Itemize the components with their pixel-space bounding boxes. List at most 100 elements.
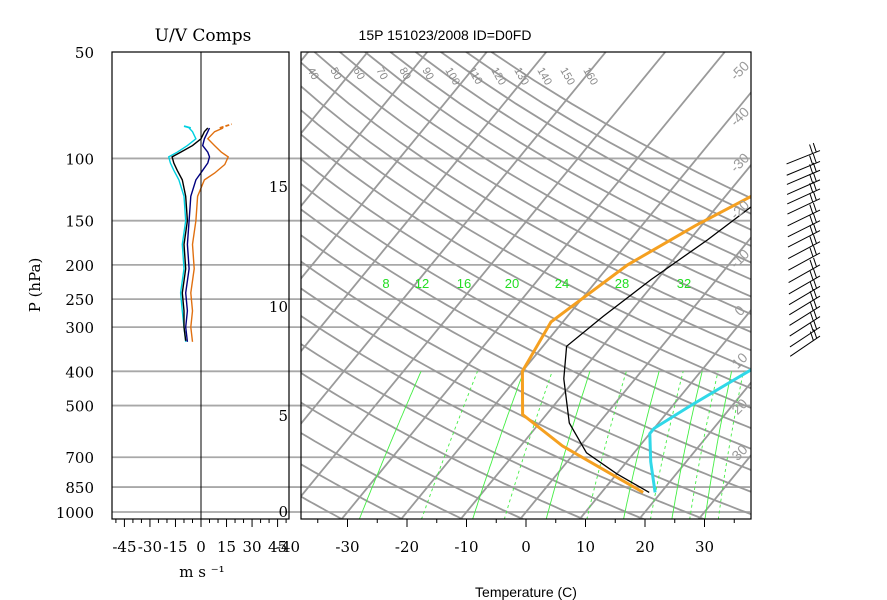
pressure-tick-label: 1000 [56, 504, 94, 522]
wind-barb-flag [809, 215, 814, 225]
mixing-ratio-label: 24 [555, 276, 569, 291]
right-axis-label: -20 [727, 197, 753, 223]
mixing-ratio-line [545, 371, 591, 519]
temperature-tick-label: 10 [576, 538, 595, 556]
uv-components-panel: U/V Comps -45 -30 -15 0 15 30 45 5010015020025… [26, 26, 750, 581]
skewt-profile-line [648, 368, 751, 493]
wind-barb-staff [787, 241, 821, 260]
mixing-ratio-label: 32 [677, 276, 691, 291]
mixing-ratio-line [503, 371, 553, 519]
height-label: 0 [278, 503, 288, 521]
right-axis-label: -10 [727, 246, 753, 272]
uv-profile-line [184, 127, 211, 342]
uv-x-ticks: -45 -30 -15 0 15 30 45 [112, 519, 287, 556]
wind-barb-flag [809, 247, 814, 257]
uv-x-tick-label: 30 [243, 538, 262, 556]
wind-barb-flag [813, 329, 818, 339]
wind-barb-staff [787, 220, 821, 238]
wind-barb-flag [813, 288, 818, 299]
wind-barb-flag [809, 204, 814, 214]
right-axis-label: -40 [727, 104, 753, 130]
wind-barb-staff [786, 161, 821, 176]
dry-adiabat [301, 182, 751, 430]
right-axis-label: -30 [727, 150, 753, 176]
wind-barb-flag [812, 191, 817, 201]
wind-barb-flag [809, 270, 814, 281]
wind-barb-flag [809, 225, 814, 235]
mixing-ratio-line [623, 371, 660, 519]
skewt-background-lines [301, 52, 751, 519]
height-label: 15 [269, 178, 288, 196]
dry-adiabat-label: 150 [557, 66, 577, 88]
isotherm [301, 52, 667, 498]
dry-adiabat [301, 208, 751, 450]
pressure-tick-label: 200 [65, 257, 94, 275]
wind-barb-flag [809, 155, 814, 165]
isotherm [340, 52, 726, 519]
wind-barb-staff [786, 169, 821, 185]
dry-adiabat-label: 60 [350, 66, 367, 83]
isotherm [301, 52, 548, 353]
pressure-tick-label: 50 [75, 44, 94, 62]
isotherm [301, 52, 607, 426]
wind-barb-flag [812, 142, 817, 153]
wind-barb-flag [809, 301, 814, 311]
wind-barb-flag [809, 236, 814, 246]
uv-series-group [167, 123, 232, 342]
dry-adiabat [301, 431, 464, 519]
uv-profile-tail [219, 123, 232, 129]
wind-barb-staff [788, 264, 821, 283]
uv-profile-tail [183, 125, 192, 129]
pressure-tick-label: 250 [65, 291, 94, 309]
skewt-title: 15P 151023/2008 ID=D0FD [359, 27, 532, 43]
dry-adiabat [301, 463, 404, 519]
wind-barb-flag [812, 202, 817, 213]
wind-barb-staff [789, 305, 821, 326]
temperature-tick-label: 20 [635, 538, 654, 556]
wind-barb-flag [809, 183, 814, 193]
pressure-tick-label: 300 [65, 319, 94, 337]
wind-barb-flag [812, 172, 817, 182]
uv-x-tick-label: -30 [138, 538, 162, 556]
dry-adiabat-label: 110 [465, 66, 484, 87]
wind-barb-flag [812, 181, 817, 191]
dry-adiabat [313, 52, 751, 315]
temperature-tick-label: -30 [335, 538, 359, 556]
wind-barb-staff [786, 150, 821, 165]
pressure-tick-label: 150 [65, 213, 94, 231]
mixing-ratio-line [358, 371, 422, 519]
wind-barb-flag [813, 268, 818, 279]
dry-adiabat [301, 260, 751, 493]
wind-barb-flag [813, 279, 818, 289]
dry-adiabat-label: 70 [373, 66, 390, 83]
uv-x-tick-label: -45 [112, 538, 136, 556]
wind-barb-staff [788, 285, 821, 306]
dry-adiabat [301, 343, 645, 519]
uv-y-axis-label: P (hPa) [26, 258, 44, 313]
uv-y-ticks: 50 100 150 200 250 300 400 500 700 850 1000 [56, 44, 94, 522]
dry-adiabat-label: 90 [419, 66, 436, 83]
dry-adiabat [389, 52, 751, 264]
height-label: 10 [269, 298, 288, 316]
dry-adiabat-label: 40 [304, 66, 321, 83]
wind-barb-flag [809, 322, 814, 332]
height-label: 5 [278, 407, 288, 425]
wind-barb-flag [813, 257, 817, 267]
isotherm [301, 52, 369, 135]
dry-adiabat [301, 314, 706, 519]
uv-x-axis-label: m s ⁻¹ [179, 563, 224, 581]
dry-adiabat-label: 140 [534, 66, 554, 88]
dry-adiabat [338, 52, 751, 298]
wind-barb-staff [789, 316, 821, 337]
temperature-tick-label: 30 [695, 538, 714, 556]
mixing-ratio-line [671, 371, 703, 519]
uv-profile-line [190, 127, 230, 342]
wind-barb-flag [809, 164, 814, 174]
mixing-ratio-line [704, 371, 733, 519]
wind-barb-staff [787, 188, 821, 205]
wind-barb-staff [789, 326, 821, 348]
isotherm [301, 52, 310, 63]
isotherm [301, 52, 429, 208]
isotherm [400, 91, 751, 519]
